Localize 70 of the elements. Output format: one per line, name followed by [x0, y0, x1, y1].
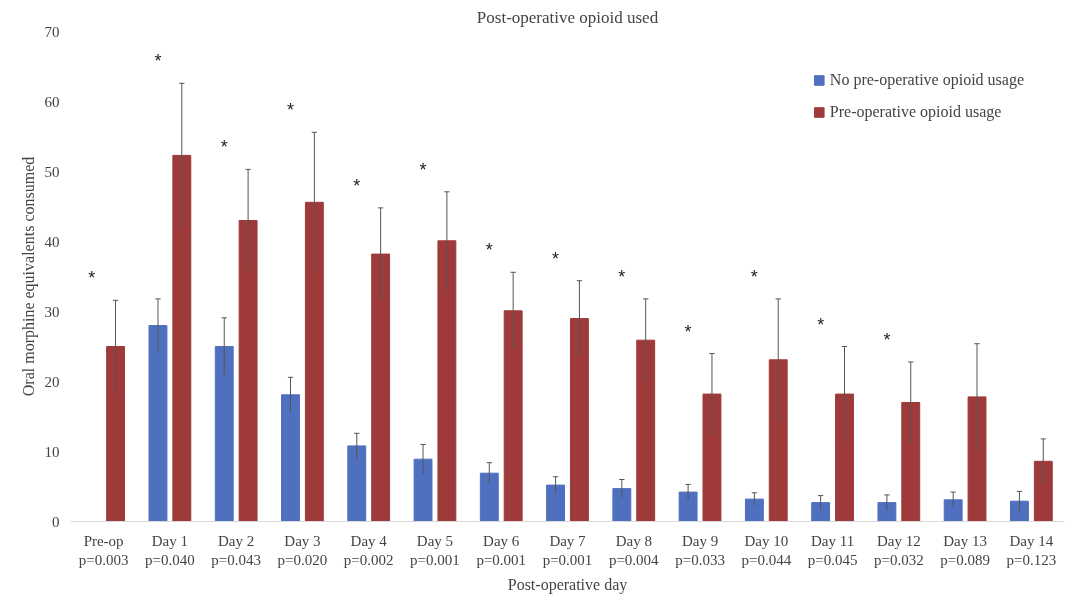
bar: [835, 393, 854, 522]
annotation: *: [88, 268, 96, 289]
legend-label: No pre-operative opioid usage: [829, 71, 1024, 89]
bar: [148, 325, 168, 522]
bar: [413, 458, 433, 522]
annotation: *: [220, 137, 228, 158]
bar: [901, 402, 921, 522]
x-tick-label: Day 5 p=0.001: [410, 532, 460, 568]
x-tick-label: Day 12 p=0.032: [873, 532, 924, 568]
y-tick-label: 0: [52, 513, 60, 530]
bar: [172, 154, 192, 522]
x-tick-label: Day 6 p=0.001: [476, 532, 527, 568]
annotation: *: [353, 175, 361, 196]
y-tick-label: 70: [44, 23, 60, 40]
legend-label: Pre-operative opioid usage: [829, 103, 1002, 121]
bar: [238, 220, 258, 522]
bar: [1033, 460, 1053, 522]
bar: [744, 498, 764, 522]
x-tick-label: Day 13 p=0.089: [940, 532, 990, 568]
bar: [811, 502, 831, 522]
bar: [371, 253, 391, 522]
annotation: *: [287, 100, 295, 121]
annotation: *: [485, 240, 493, 261]
annotation: *: [618, 266, 626, 287]
y-tick-label: 10: [44, 443, 60, 460]
chart-title: Post-operative opioid used: [476, 7, 659, 27]
x-tick-label: Day 10 p=0.044: [741, 532, 792, 568]
x-tick-label: Day 14 p=0.123: [1006, 532, 1057, 568]
bar: [347, 445, 367, 522]
y-tick-label: 20: [44, 373, 60, 390]
bar: [636, 339, 656, 522]
bar: [437, 240, 457, 522]
bar: [281, 394, 300, 522]
annotation: *: [552, 248, 560, 269]
bar: [214, 346, 234, 522]
x-tick-label: Day 11 p=0.045: [807, 532, 858, 568]
annotation: *: [883, 329, 891, 350]
bar: [768, 359, 788, 522]
y-tick-label: 60: [44, 93, 60, 110]
x-tick-label: Day 1 p=0.040: [145, 532, 195, 568]
x-axis-title: Post-operative day: [507, 575, 628, 594]
y-axis-title: Oral morphine equivalents consumed: [19, 156, 38, 397]
bar: [1009, 500, 1029, 522]
annotation: *: [750, 266, 758, 287]
bar: [702, 393, 722, 522]
bar: [479, 472, 499, 522]
bar: [569, 318, 589, 522]
annotation: *: [154, 51, 162, 72]
y-tick-label: 40: [44, 233, 60, 250]
x-tick-label: Day 2 p=0.043: [211, 532, 262, 568]
x-tick-label: Day 8 p=0.004: [608, 532, 660, 568]
bar: [503, 310, 523, 522]
annotation: *: [684, 321, 692, 342]
x-tick-label: Pre-op p=0.003: [78, 532, 129, 568]
bar: [877, 502, 897, 522]
annotation: *: [817, 314, 825, 335]
bar: [943, 499, 963, 522]
bar: [612, 488, 632, 522]
bar: [304, 201, 324, 522]
annotation: *: [419, 159, 427, 180]
x-tick-label: Day 7 p=0.001: [542, 532, 593, 568]
x-tick-label: Day 4 p=0.002: [343, 532, 394, 568]
x-tick-label: Day 3 p=0.020: [277, 532, 328, 568]
bar: [967, 396, 987, 522]
bar: [546, 484, 566, 522]
y-tick-label: 50: [44, 163, 60, 180]
x-tick-label: Day 9 p=0.033: [675, 532, 725, 568]
bar: [678, 491, 698, 522]
bar: [106, 346, 126, 522]
y-tick-label: 30: [44, 303, 60, 320]
